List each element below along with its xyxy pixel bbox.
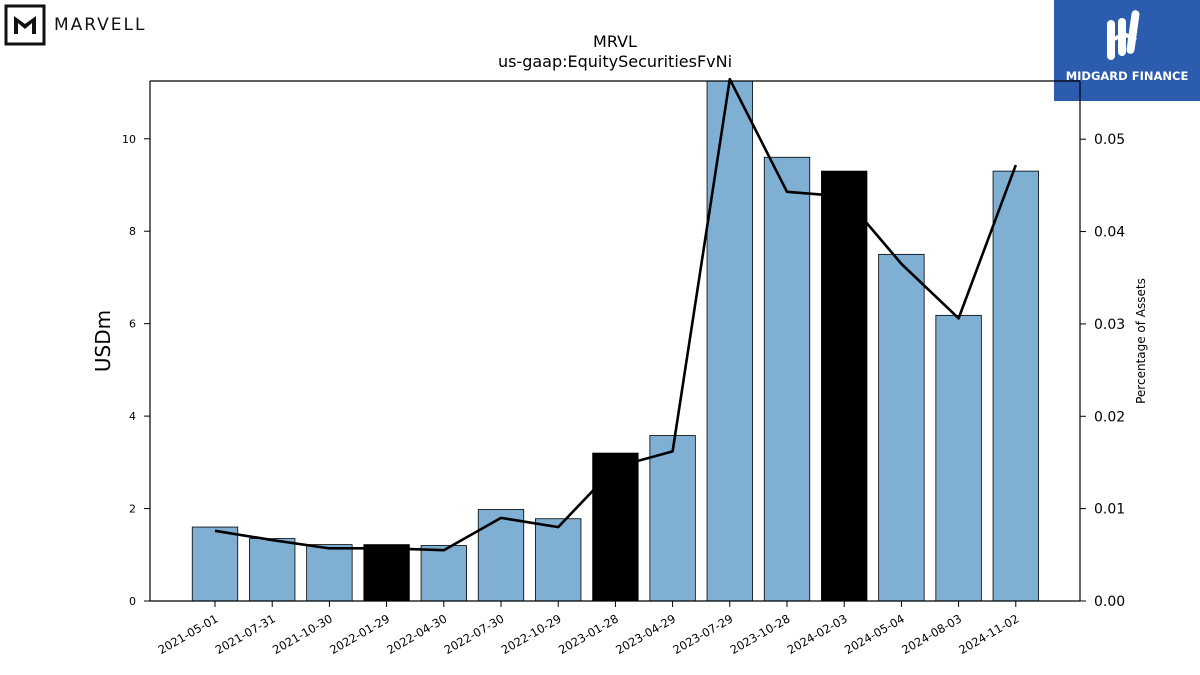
left-tick-label: 2 [129,503,136,516]
y-axis-label: USDm [91,310,115,372]
x-tick-label: 2021-07-31 [213,611,278,657]
bar-2022-07-30 [477,509,525,601]
bar-2021-05-01 [191,526,239,601]
bar-2023-10-28 [763,156,811,601]
x-tick-label: 2022-04-30 [384,611,449,657]
bar-2023-04-29 [649,435,696,601]
right-tick-label: 0.01 [1094,502,1125,518]
left-tick-label: 4 [129,410,136,423]
marvell-logo-text: MARVELL [54,15,147,35]
bar-2022-01-29 [363,544,410,601]
chart-title: MRVL [593,32,637,51]
x-tick-label: 2022-01-29 [327,611,392,657]
marvell-mark-icon [4,4,46,46]
x-tick-label: 2024-02-03 [785,611,850,657]
right-tick-label: 0.03 [1094,317,1125,333]
x-tick-label: 2022-10-29 [499,611,564,657]
bar-2022-04-30 [420,545,467,601]
midgard-logo-text: MIDGARD FINANCE [1065,69,1189,83]
marvell-logo: MARVELL [4,4,147,46]
bar-2024-05-04 [878,253,925,601]
assets-pct-line [214,77,1018,552]
left-tick-label: 10 [122,133,136,146]
bar-2024-02-03 [821,170,868,601]
x-tick-label: 2023-01-28 [556,611,621,657]
bar-2022-10-29 [535,518,582,601]
x-tick-label: 2024-05-04 [842,611,907,657]
x-tick-label: 2024-11-02 [956,611,1021,657]
x-tick-label: 2021-05-01 [156,611,221,657]
y2-axis-label: Percentage of Assets [1134,278,1148,404]
right-tick-label: 0.02 [1094,409,1125,425]
left-tick-label: 8 [129,225,136,238]
right-tick-label: 0.00 [1094,594,1125,610]
x-tick-label: 2021-10-30 [270,611,335,657]
bar-2024-08-03 [935,314,982,601]
x-tick-label: 2023-04-29 [613,611,678,657]
left-tick-label: 0 [129,595,136,608]
bar-2023-07-29 [706,81,753,601]
bar-2021-10-30 [306,544,353,601]
left-tick-label: 6 [129,318,136,331]
bar-2023-01-28 [592,452,639,601]
chart-subtitle: us-gaap:EquitySecuritiesFvNi [497,52,733,71]
right-tick-label: 0.05 [1094,132,1125,148]
midgard-finance-logo: MIDGARD FINANCE [1054,0,1200,101]
bar-2021-07-31 [249,538,296,601]
midgard-mark-icon [1107,10,1140,60]
x-tick-label: 2023-07-29 [670,611,735,657]
x-tick-label: 2022-07-30 [442,611,507,657]
x-tick-label: 2023-10-28 [728,611,793,657]
x-tick-label: 2024-08-03 [899,611,964,657]
right-tick-label: 0.04 [1094,225,1125,241]
bar-2024-11-02 [992,170,1039,601]
